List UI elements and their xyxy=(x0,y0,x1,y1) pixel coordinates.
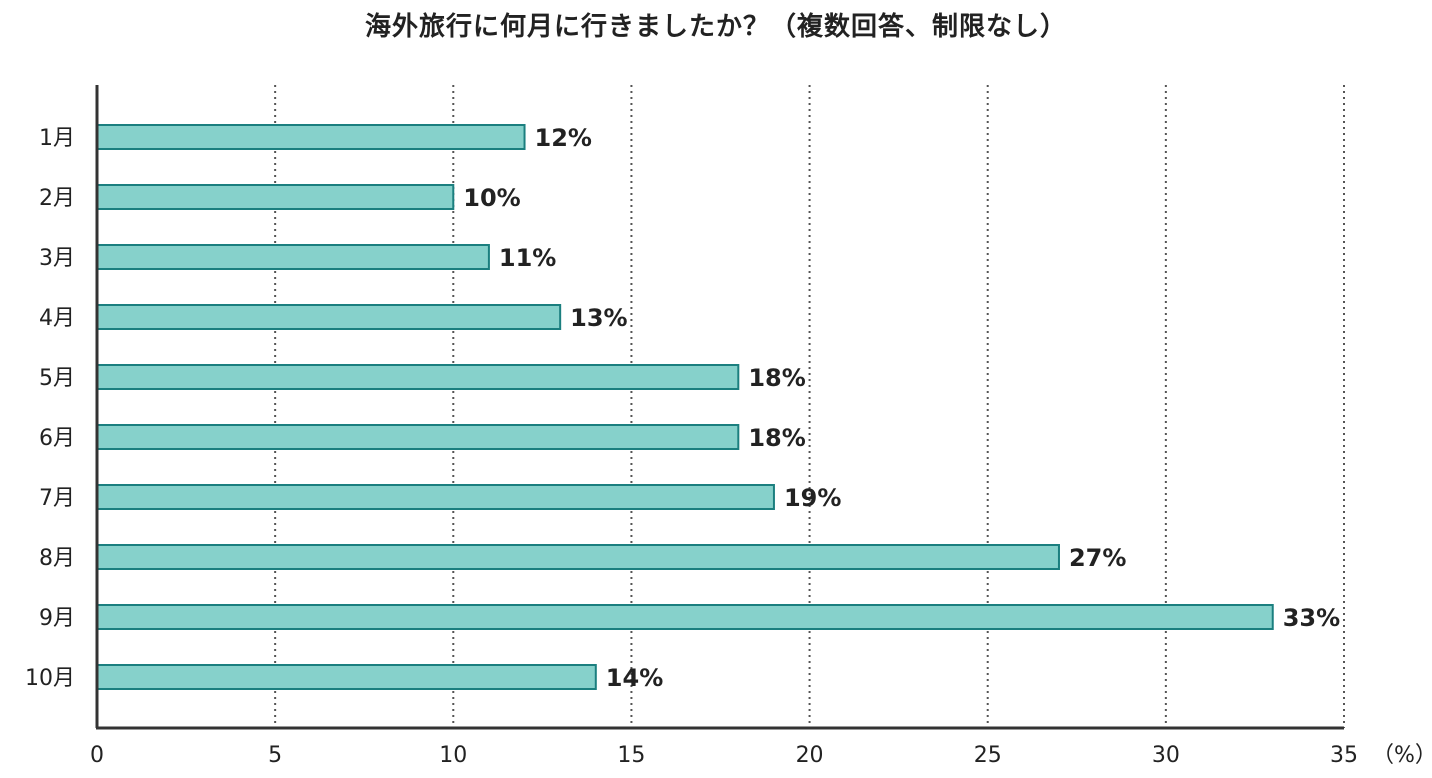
bar-6 xyxy=(96,424,740,450)
bar-3 xyxy=(96,244,490,270)
x-tick-label-5: 5 xyxy=(268,743,282,768)
data-label-7: 19% xyxy=(784,484,841,512)
bar-layer xyxy=(96,124,1274,690)
x-tick-label-30: 30 xyxy=(1152,743,1180,768)
bar-7 xyxy=(96,484,775,510)
label-layer: 0 5 10 15 20 25 30 35 （%） 1月 12% 2月 10% 3月 11% 4月 13% 5月 1… xyxy=(25,124,1432,768)
bar-10 xyxy=(96,664,597,690)
bar-2 xyxy=(96,184,455,210)
category-label-6: 6月 xyxy=(39,426,75,451)
category-label-10: 10月 xyxy=(25,666,75,691)
category-label-5: 5月 xyxy=(39,366,75,391)
bar-4 xyxy=(96,304,562,330)
x-tick-label-35: 35 xyxy=(1330,743,1358,768)
x-tick-label-25: 25 xyxy=(974,743,1002,768)
bar-1 xyxy=(96,124,526,150)
category-label-2: 2月 xyxy=(39,186,75,211)
data-label-3: 11% xyxy=(499,244,556,272)
x-tick-label-20: 20 xyxy=(796,743,824,768)
category-label-1: 1月 xyxy=(39,126,75,151)
category-label-4: 4月 xyxy=(39,306,75,331)
category-label-7: 7月 xyxy=(39,486,75,511)
category-label-8: 8月 xyxy=(39,546,75,571)
axis-layer xyxy=(95,85,1344,730)
chart-title: 海外旅行に何月に行きましたか？（複数回答、制限なし） xyxy=(364,12,1067,42)
x-unit-label: （%） xyxy=(1372,743,1432,768)
data-label-10: 14% xyxy=(606,664,663,692)
bar-9 xyxy=(96,604,1274,630)
bar-5 xyxy=(96,364,740,390)
data-label-5: 18% xyxy=(748,364,805,392)
data-label-4: 13% xyxy=(570,304,627,332)
grid-layer xyxy=(274,85,1345,728)
x-tick-label-15: 15 xyxy=(617,743,645,768)
x-tick-label-10: 10 xyxy=(439,743,467,768)
data-label-1: 12% xyxy=(535,124,592,152)
bar-8 xyxy=(96,544,1060,570)
data-label-9: 33% xyxy=(1283,604,1340,632)
category-label-9: 9月 xyxy=(39,606,75,631)
data-label-8: 27% xyxy=(1069,544,1126,572)
data-label-6: 18% xyxy=(748,424,805,452)
category-label-3: 3月 xyxy=(39,246,75,271)
x-tick-label-0: 0 xyxy=(90,743,104,768)
data-label-2: 10% xyxy=(463,184,520,212)
